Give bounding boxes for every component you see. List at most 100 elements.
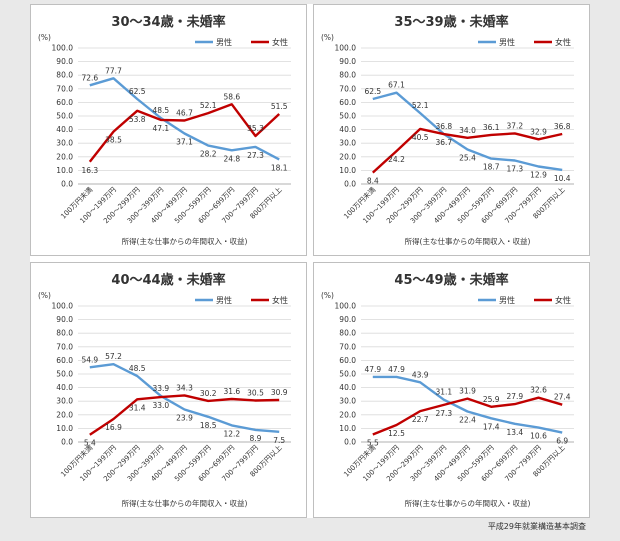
y-tick-label: 90.0 — [56, 315, 73, 324]
panel-frame — [30, 262, 307, 518]
data-label: 57.2 — [105, 352, 122, 361]
data-label: 10.6 — [530, 432, 547, 441]
data-label: 47.9 — [364, 365, 381, 374]
data-label: 52.1 — [412, 101, 429, 110]
series-line — [89, 394, 280, 436]
data-label: 48.5 — [152, 106, 169, 115]
data-label: 34.3 — [176, 383, 193, 392]
data-label: 30.2 — [200, 389, 217, 398]
y-tick-label: 10.0 — [56, 424, 73, 433]
data-label: 58.6 — [223, 92, 240, 101]
chart-title: 45～49歳・未婚率 — [394, 272, 508, 288]
y-tick-label: 30.0 — [339, 139, 356, 148]
data-label: 5.4 — [84, 439, 96, 448]
y-tick-label: 30.0 — [339, 397, 356, 406]
data-label: 24.8 — [223, 154, 240, 163]
y-tick-label: 40.0 — [339, 383, 356, 392]
data-label: 27.3 — [247, 151, 264, 160]
data-label: 32.6 — [530, 386, 547, 395]
data-label: 17.3 — [506, 164, 523, 173]
data-label: 36.8 — [554, 122, 571, 131]
legend-label: 女性 — [555, 37, 571, 47]
data-label: 47.9 — [388, 365, 405, 374]
data-label: 43.9 — [412, 370, 429, 379]
legend-label: 男性 — [499, 295, 515, 305]
data-label: 31.1 — [435, 388, 452, 397]
data-label: 5.5 — [367, 439, 379, 448]
data-label: 62.5 — [129, 87, 146, 96]
data-label: 36.1 — [483, 123, 500, 132]
data-label: 16.3 — [81, 166, 98, 175]
y-tick-label: 20.0 — [339, 410, 356, 419]
data-label: 8.9 — [250, 434, 262, 443]
y-tick-label: 50.0 — [339, 370, 356, 379]
data-label: 18.5 — [200, 421, 217, 430]
y-tick-label: 80.0 — [339, 329, 356, 338]
data-label: 40.5 — [412, 133, 429, 142]
data-label: 12.5 — [388, 429, 405, 438]
legend-label: 男性 — [216, 295, 232, 305]
y-tick-label: 0.0 — [344, 438, 356, 447]
series-line — [371, 127, 563, 174]
y-tick-label: 80.0 — [56, 71, 73, 80]
y-tick-label: 10.0 — [56, 166, 73, 175]
panel-frame — [313, 262, 590, 518]
series-line — [372, 91, 563, 172]
y-tick-label: 0.0 — [61, 438, 73, 447]
data-label: 37.1 — [176, 138, 193, 147]
data-label: 12.2 — [223, 429, 240, 438]
data-label: 72.6 — [81, 73, 98, 82]
data-label: 36.8 — [435, 122, 452, 131]
x-axis-label: 所得(主な仕事からの年間収入・収益) — [405, 236, 531, 246]
y-tick-label: 80.0 — [339, 71, 356, 80]
y-tick-label: 0.0 — [61, 180, 73, 189]
data-label: 16.9 — [105, 423, 122, 432]
y-tick-label: 70.0 — [56, 342, 73, 351]
y-tick-label: 10.0 — [339, 424, 356, 433]
data-label: 10.4 — [554, 174, 571, 183]
legend-label: 女性 — [272, 295, 288, 305]
unit-label: (%) — [321, 291, 334, 300]
series-line — [372, 375, 563, 434]
data-label: 48.5 — [129, 364, 146, 373]
y-tick-label: 90.0 — [56, 57, 73, 66]
data-label: 30.5 — [247, 389, 264, 398]
y-tick-label: 40.0 — [339, 125, 356, 134]
data-label: 31.4 — [129, 403, 146, 412]
source-note: 平成29年就業構造基本調査 — [487, 522, 586, 531]
data-label: 37.2 — [506, 121, 523, 130]
data-label: 24.2 — [388, 155, 405, 164]
data-label: 77.7 — [105, 66, 122, 75]
y-tick-label: 50.0 — [56, 370, 73, 379]
data-label: 32.9 — [530, 127, 547, 136]
y-tick-label: 100.0 — [335, 302, 357, 311]
data-label: 67.1 — [388, 81, 405, 90]
y-tick-label: 30.0 — [56, 397, 73, 406]
data-label: 27.3 — [435, 409, 452, 418]
data-label: 27.4 — [554, 393, 571, 402]
data-label: 22.7 — [412, 415, 429, 424]
data-label: 35.3 — [247, 124, 264, 133]
data-label: 18.1 — [271, 163, 288, 172]
data-label: 8.4 — [367, 177, 379, 186]
data-label: 28.2 — [200, 150, 217, 159]
chart-panel: 35～39歳・未婚率 (%)100.0 90.0 80.0 70.0 60.0 50.0 40… — [313, 4, 590, 256]
unit-label: (%) — [38, 33, 51, 42]
chart-title: 40～44歳・未婚率 — [111, 272, 225, 288]
data-label: 36.7 — [435, 138, 452, 147]
y-tick-label: 40.0 — [56, 125, 73, 134]
data-label: 51.5 — [271, 102, 288, 111]
data-label: 33.9 — [152, 384, 169, 393]
charts-canvas: 30～34歳・未婚率(%)100.090.080.070.060.050.040… — [30, 4, 590, 518]
y-tick-label: 80.0 — [56, 329, 73, 338]
data-label: 31.9 — [459, 387, 476, 396]
data-label: 30.9 — [271, 388, 288, 397]
y-tick-label: 60.0 — [56, 98, 73, 107]
data-label: 18.7 — [483, 163, 500, 172]
y-tick-label: 90.0 — [339, 57, 356, 66]
data-label: 31.6 — [223, 387, 240, 396]
chart-sheet: 30～34歳・未婚率 (%) 100.0 90.0 80.0 70.0 60.0 50.0 40… — [30, 4, 590, 518]
data-label: 27.9 — [506, 392, 523, 401]
data-label: 7.5 — [273, 436, 285, 445]
y-tick-label: 30.0 — [56, 139, 73, 148]
